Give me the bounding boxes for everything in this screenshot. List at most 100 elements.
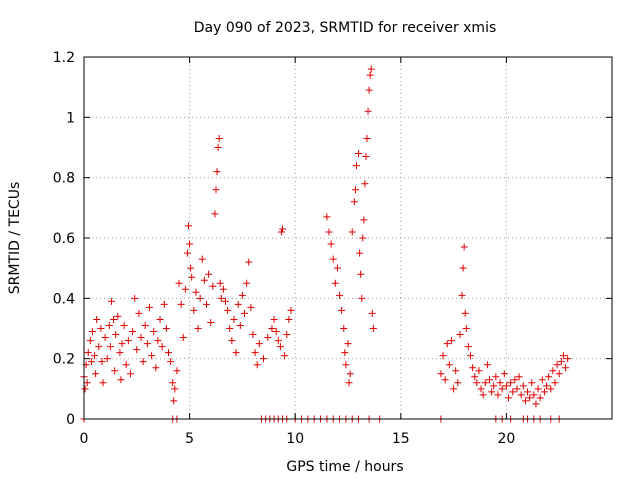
- data-point: [236, 321, 244, 329]
- data-point: [92, 370, 100, 378]
- data-point: [164, 349, 172, 357]
- data-point: [477, 385, 485, 393]
- data-point: [274, 337, 282, 345]
- data-point: [190, 306, 198, 314]
- tick-labels: 0 0.2 0.4 0.6 0.8 1 1.2 0 5 10 15 20: [53, 50, 516, 447]
- data-point: [277, 228, 285, 236]
- data-point: [466, 352, 474, 360]
- data-point: [549, 367, 557, 375]
- data-point: [534, 385, 542, 393]
- data-point: [356, 249, 364, 257]
- data-point: [158, 343, 166, 351]
- data-point: [110, 315, 118, 323]
- data-point: [83, 379, 91, 387]
- data-point: [148, 352, 156, 360]
- data-point: [545, 373, 553, 381]
- data-point: [232, 349, 240, 357]
- data-point: [483, 361, 491, 369]
- data-point: [270, 315, 278, 323]
- data-point: [342, 361, 350, 369]
- data-point: [226, 325, 234, 332]
- axis-ticks: [83, 56, 612, 420]
- data-point: [145, 303, 153, 311]
- data-point: [352, 162, 360, 170]
- data-point: [547, 385, 555, 393]
- data-point: [214, 144, 222, 151]
- data-point: [369, 325, 377, 332]
- data-point: [462, 325, 470, 332]
- data-point: [521, 397, 529, 405]
- x-tick-label: 10: [286, 431, 304, 447]
- data-point: [496, 379, 504, 387]
- data-point: [530, 391, 538, 399]
- data-point: [528, 379, 536, 387]
- data-point: [471, 373, 479, 381]
- data-point: [137, 334, 145, 342]
- data-point: [536, 394, 544, 402]
- x-tick-label: 0: [80, 431, 89, 447]
- data-point: [368, 309, 376, 317]
- data-point: [255, 340, 263, 348]
- data-point: [344, 340, 352, 348]
- data-point: [464, 343, 472, 351]
- data-point: [450, 385, 458, 393]
- data-point: [234, 300, 242, 308]
- data-point: [469, 364, 477, 372]
- data-point: [126, 370, 134, 378]
- data-point: [475, 367, 483, 375]
- y-axis-label: SRMTID / TECUs: [7, 182, 23, 295]
- y-tick-label: 0.6: [53, 231, 75, 247]
- data-point: [129, 328, 137, 336]
- data-point: [515, 373, 523, 381]
- data-point: [216, 279, 224, 287]
- data-point: [91, 352, 99, 360]
- data-point: [524, 388, 532, 396]
- data-point: [456, 331, 464, 339]
- data-point: [93, 315, 101, 323]
- data-point: [362, 153, 370, 161]
- y-tick-label: 0.2: [53, 352, 75, 368]
- data-point: [181, 285, 189, 293]
- data-point: [173, 367, 181, 375]
- data-point: [360, 216, 368, 224]
- data-point: [517, 391, 525, 399]
- data-point: [103, 355, 111, 363]
- data-point: [341, 349, 349, 357]
- data-point: [111, 367, 119, 375]
- data-point: [555, 370, 563, 378]
- data-point: [105, 321, 113, 329]
- data-point: [87, 358, 95, 366]
- data-point: [331, 279, 339, 287]
- y-tick-label: 0.4: [53, 291, 75, 307]
- data-point: [88, 328, 96, 336]
- data-point: [241, 309, 249, 317]
- data-point: [366, 71, 374, 79]
- data-point: [194, 325, 202, 332]
- data-point: [367, 65, 375, 73]
- data-point: [540, 388, 548, 396]
- data-point: [281, 352, 289, 360]
- data-point: [99, 379, 107, 387]
- data-point: [357, 270, 365, 278]
- data-point: [228, 337, 236, 345]
- data-point: [437, 370, 445, 378]
- data-point: [217, 294, 225, 302]
- data-point: [551, 379, 559, 387]
- x-tick-label: 5: [185, 431, 194, 447]
- data-point: [141, 321, 149, 329]
- data-point: [441, 376, 449, 384]
- data-point: [253, 361, 261, 369]
- data-point: [249, 331, 257, 339]
- data-point: [355, 150, 363, 158]
- data-point: [162, 325, 170, 332]
- data-point: [212, 186, 220, 194]
- data-point: [452, 367, 460, 375]
- data-point: [559, 352, 567, 360]
- data-point: [336, 291, 344, 299]
- data-point: [170, 397, 178, 405]
- data-point: [160, 300, 168, 308]
- data-point: [198, 255, 206, 263]
- data-point: [117, 376, 125, 384]
- data-point: [276, 343, 284, 351]
- data-point: [192, 288, 200, 296]
